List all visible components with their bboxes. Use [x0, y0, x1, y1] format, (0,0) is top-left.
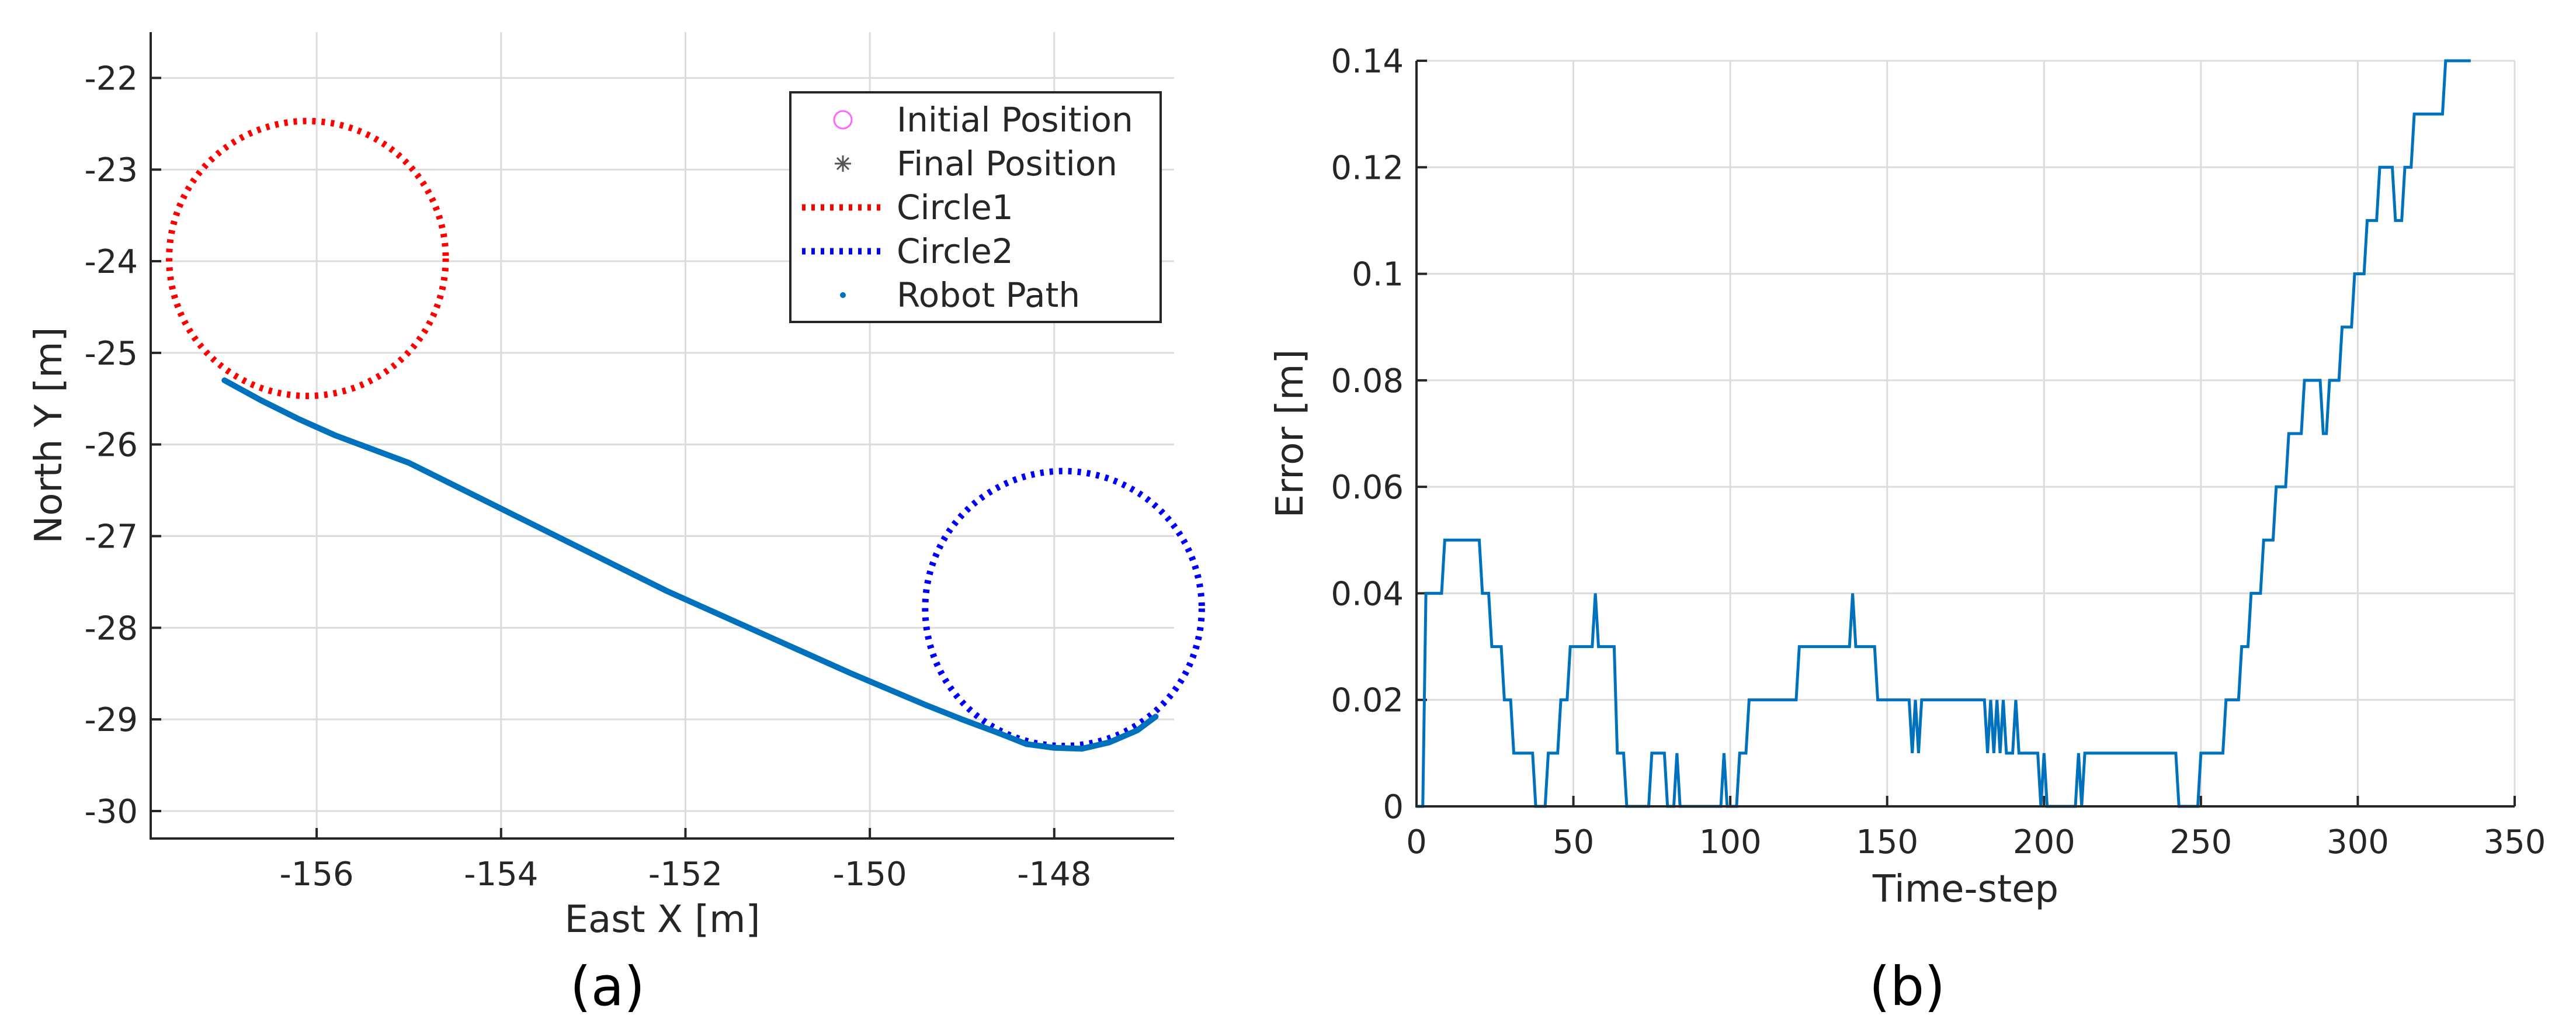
- legend-swatch-initial-position: [833, 110, 853, 130]
- panel-b-x-tick-label: 0: [1406, 823, 1427, 861]
- panel-a-y-tick-label: -23: [85, 151, 138, 189]
- panel-b-x-tick-label: 350: [2484, 823, 2546, 861]
- legend-swatch-robot-path: [840, 292, 846, 298]
- panel-a-legend: Initial Position Final Position Circle1 …: [789, 91, 1162, 323]
- panel-a-y-tick-label: -28: [85, 609, 138, 647]
- panel-b-x-tick-label: 250: [2169, 823, 2232, 861]
- panel-a-y-tick-label: -29: [85, 701, 138, 739]
- panel-b-y-tick-label: 0.08: [1331, 362, 1404, 400]
- panel-b-y-tick-label: 0.1: [1352, 256, 1404, 294]
- panel-b-y-tick-label: 0: [1383, 788, 1404, 826]
- panel-a-y-tick-label: -26: [85, 427, 138, 465]
- panel-b-y-tick-label: 0.04: [1331, 575, 1404, 613]
- legend-label-circle2: Circle2: [897, 231, 1013, 271]
- panel-a-x-tick-label: -154: [464, 855, 538, 893]
- panel-b-x-tick-label: 150: [1856, 823, 1918, 861]
- panel-a-axes: [150, 32, 1174, 840]
- panel-b-ylabel: Error [m]: [1269, 349, 1312, 518]
- legend-label-initial-position: Initial Position: [897, 100, 1133, 140]
- panel-a-trajectory-plot: -156 -154 -152 -150 -148 -22 -23 -24 -25 -26 -27 -2…: [27, 32, 1205, 1018]
- legend-label-circle1: Circle1: [897, 188, 1013, 227]
- legend-swatches: [802, 110, 885, 298]
- panel-a-ticks: -156 -154 -152 -150 -148 -22 -23 -24 -25 -26 -27 -2…: [85, 60, 1092, 893]
- panel-b-xlabel: Time-step: [1872, 868, 2058, 911]
- panel-a-y-tick-label: -25: [85, 335, 138, 373]
- panel-b-y-tick-label: 0.12: [1331, 149, 1404, 187]
- panel-a-y-tick-label: -27: [85, 518, 138, 556]
- panel-a-x-tick-label: -152: [648, 855, 723, 893]
- panel-a-series: [221, 377, 1159, 752]
- robot-path-line: [221, 377, 1159, 752]
- panel-a-y-tick-label: -22: [85, 60, 138, 98]
- panel-a-y-tick-label: -30: [85, 793, 138, 831]
- panel-a-x-tick-label: -150: [833, 855, 907, 893]
- circle-circle1: [166, 117, 449, 400]
- panel-b-error-plot: 0 50 100 150 200 250 300 350 0 0.02 0.04 0.06 0.08 0.…: [1269, 43, 2546, 1018]
- legend-label-robot-path: Robot Path: [897, 275, 1080, 315]
- panel-b-x-tick-label: 50: [1553, 823, 1594, 861]
- panel-a-y-tick-label: -24: [85, 243, 138, 281]
- panel-a-ylabel: North Y [m]: [27, 327, 71, 543]
- legend-label-final-position: Final Position: [897, 144, 1117, 183]
- legend-swatch-final-position: [835, 155, 851, 172]
- panel-b-x-tick-label: 100: [1699, 823, 1762, 861]
- error-series-line: [1417, 59, 2471, 808]
- panel-b-x-tick-label: 200: [2013, 823, 2075, 861]
- panel-b-caption: (b): [1869, 955, 1945, 1018]
- panel-b-x-tick-label: 300: [2327, 823, 2389, 861]
- panel-a-caption: (a): [570, 955, 645, 1018]
- panel-a-x-tick-label: -156: [280, 855, 354, 893]
- panel-b-axes: [1415, 61, 2515, 808]
- panel-b-y-tick-label: 0.02: [1331, 682, 1404, 720]
- panel-a-x-tick-label: -148: [1017, 855, 1091, 893]
- panel-a-xlabel: East X [m]: [565, 898, 761, 941]
- panel-b-ticks: 0 50 100 150 200 250 300 350 0 0.02 0.04 0.06 0.08 0.…: [1331, 43, 2546, 861]
- panel-b-y-tick-label: 0.14: [1331, 43, 1404, 81]
- panel-b-series: [1417, 59, 2471, 808]
- panel-b-plot-area: [1417, 61, 2515, 806]
- panel-b-y-tick-label: 0.06: [1331, 469, 1404, 507]
